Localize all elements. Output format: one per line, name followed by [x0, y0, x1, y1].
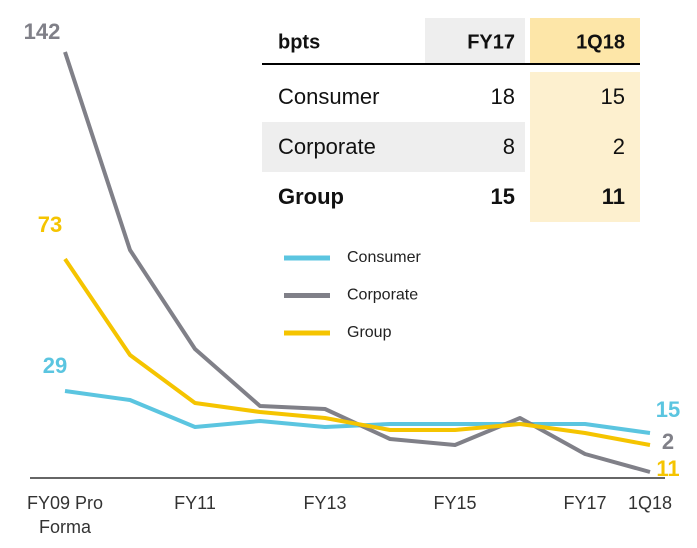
table-cell: Corporate [278, 134, 376, 159]
table-cell: Group [278, 184, 344, 209]
table-cell: 8 [503, 134, 515, 159]
table-cell: 15 [491, 184, 515, 209]
data-label: 15 [656, 397, 680, 422]
x-tick-label: FY15 [433, 493, 477, 513]
data-label: 2 [662, 429, 674, 454]
data-label: 73 [38, 212, 62, 237]
data-label: 142 [24, 19, 61, 44]
table-cell: 11 [602, 184, 625, 209]
legend-label: Consumer [347, 249, 421, 266]
table-col-bg [530, 18, 640, 64]
table-cell: 18 [491, 84, 515, 109]
legend-label: Corporate [347, 287, 418, 304]
series-line [64, 389, 651, 435]
data-label: 11 [656, 456, 679, 481]
table-header: FY17 [467, 31, 515, 53]
legend-label: Group [347, 324, 392, 341]
table-col-bg [530, 72, 640, 222]
series-line [63, 257, 651, 447]
x-tick-label: 1Q18 [627, 493, 673, 513]
x-tick-label: FY09 Pro Forma [26, 493, 104, 537]
x-tick-label: FY17 [563, 493, 607, 513]
table-header: 1Q18 [576, 31, 625, 53]
table-cell: 2 [613, 134, 625, 159]
x-tick-label: FY13 [303, 493, 347, 513]
table-col-bg [425, 18, 525, 64]
table-row-bg [262, 122, 525, 172]
table-header: bpts [278, 31, 320, 53]
data-label: 29 [43, 353, 67, 378]
table-cell: Consumer [278, 84, 379, 109]
x-tick-label: FY11 [174, 493, 216, 513]
table-cell: 15 [601, 84, 625, 109]
